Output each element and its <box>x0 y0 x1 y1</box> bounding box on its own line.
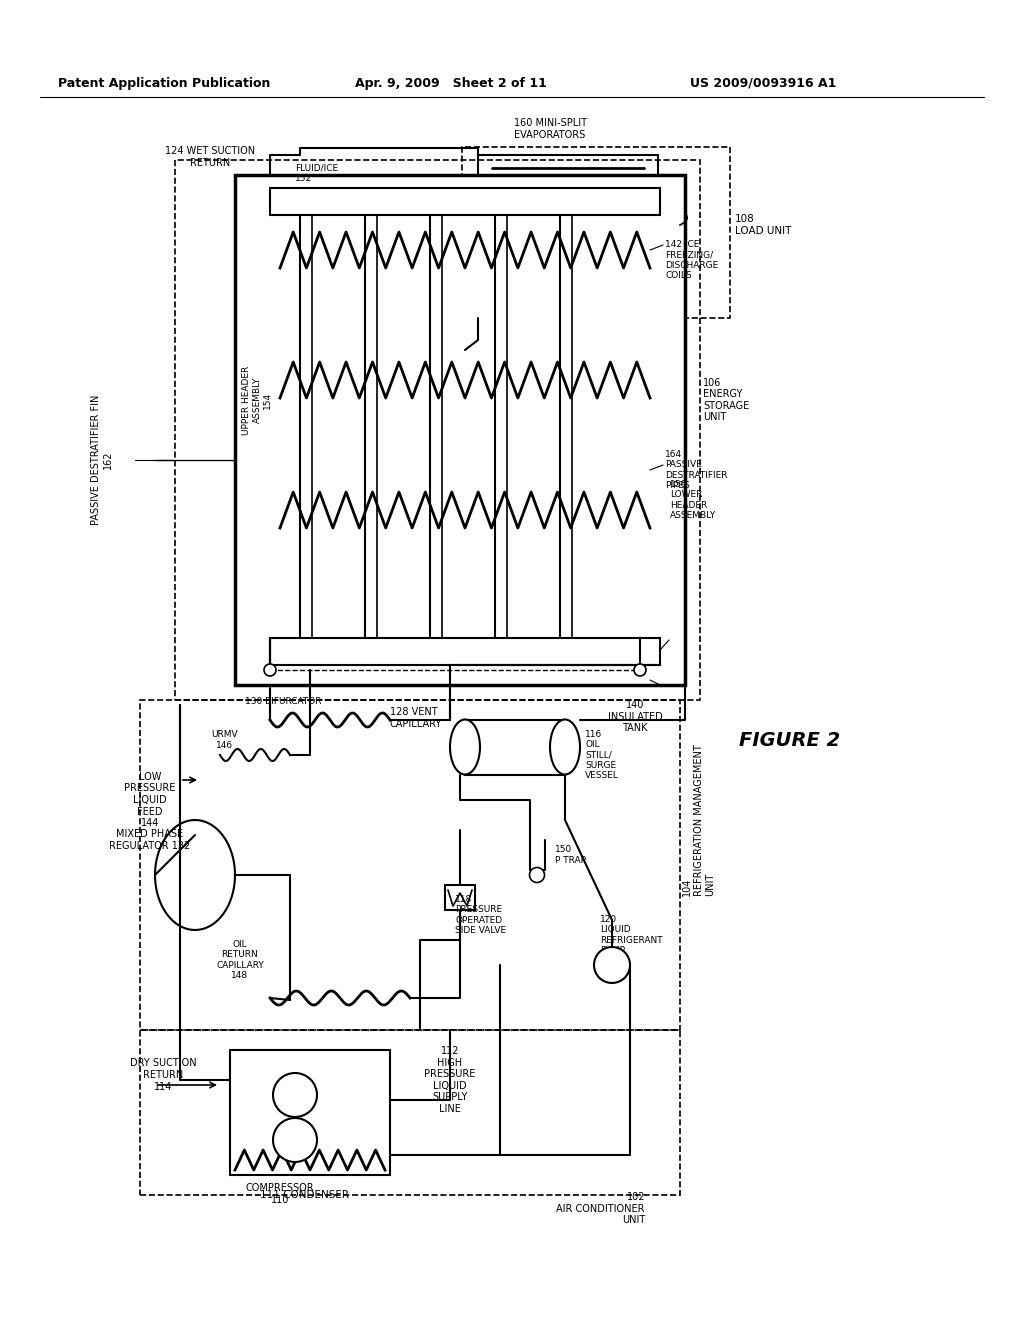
Ellipse shape <box>450 719 480 775</box>
Text: FIGURE 2: FIGURE 2 <box>739 730 841 750</box>
Text: DRY SUCTION
RETURN
114: DRY SUCTION RETURN 114 <box>130 1059 197 1092</box>
Text: 164
PASSIVE
DESTRATIFIER
PIPES: 164 PASSIVE DESTRATIFIER PIPES <box>665 450 727 490</box>
Bar <box>230 1049 390 1175</box>
Text: 160 MINI-SPLIT
EVAPORATORS: 160 MINI-SPLIT EVAPORATORS <box>513 119 587 140</box>
Text: UPPER HEADER
ASSEMBLY
154: UPPER HEADER ASSEMBLY 154 <box>242 366 272 434</box>
Text: 108
LOAD UNIT: 108 LOAD UNIT <box>735 214 792 236</box>
Text: FLUID/ICE
152: FLUID/ICE 152 <box>295 164 338 183</box>
Text: PASSIVE DESTRATIFIER FIN
162: PASSIVE DESTRATIFIER FIN 162 <box>91 395 113 525</box>
Circle shape <box>634 664 646 676</box>
Text: 128 VENT
CAPILLARY: 128 VENT CAPILLARY <box>390 708 442 729</box>
Circle shape <box>264 664 276 676</box>
Text: 140
INSULATED
TANK: 140 INSULATED TANK <box>607 700 663 733</box>
Text: 118
PRESSURE
OPERATED
SIDE VALVE: 118 PRESSURE OPERATED SIDE VALVE <box>455 895 506 935</box>
Bar <box>478 154 658 308</box>
Text: Apr. 9, 2009   Sheet 2 of 11: Apr. 9, 2009 Sheet 2 of 11 <box>355 77 547 90</box>
Text: 116
OIL
STILL/
SURGE
VESSEL: 116 OIL STILL/ SURGE VESSEL <box>585 730 618 780</box>
Text: 150
P TRAP: 150 P TRAP <box>555 845 586 865</box>
Text: 130 BIFURCATOR: 130 BIFURCATOR <box>245 697 322 706</box>
Circle shape <box>273 1073 317 1117</box>
Text: 156
LOWER
HEADER
ASSEMBLY: 156 LOWER HEADER ASSEMBLY <box>670 480 716 520</box>
Bar <box>175 160 700 700</box>
Text: US 2009/0093916 A1: US 2009/0093916 A1 <box>690 77 837 90</box>
Text: 112
HIGH
PRESSURE
LIQUID
SUPPLY
LINE: 112 HIGH PRESSURE LIQUID SUPPLY LINE <box>424 1045 476 1114</box>
Text: 124 WET SUCTION
RETURN: 124 WET SUCTION RETURN <box>165 147 255 168</box>
Text: 120
LIQUID
REFRIGERANT
PUMP: 120 LIQUID REFRIGERANT PUMP <box>600 915 663 956</box>
Bar <box>270 187 660 215</box>
Text: 106
ENERGY
STORAGE
UNIT: 106 ENERGY STORAGE UNIT <box>703 378 750 422</box>
Bar <box>234 176 685 685</box>
Ellipse shape <box>529 867 545 883</box>
Text: URMV
146: URMV 146 <box>212 730 239 750</box>
Text: COMPRESSOR
110: COMPRESSOR 110 <box>246 1183 314 1205</box>
Text: 142 ICE
FREEZING/
DISCHARGE
COILS: 142 ICE FREEZING/ DISCHARGE COILS <box>665 240 718 280</box>
Bar <box>140 700 680 1030</box>
Text: Patent Application Publication: Patent Application Publication <box>58 77 270 90</box>
Text: LOW
PRESSURE
LIQUID
FEED
144: LOW PRESSURE LIQUID FEED 144 <box>124 772 176 828</box>
Bar <box>465 719 565 775</box>
Text: MIXED PHASE
REGULATOR 132: MIXED PHASE REGULATOR 132 <box>110 829 190 851</box>
Circle shape <box>594 946 630 983</box>
Bar <box>462 147 730 318</box>
Bar <box>270 638 660 665</box>
Text: 111 CONDENSER: 111 CONDENSER <box>260 1191 349 1200</box>
Ellipse shape <box>550 719 580 775</box>
Bar <box>445 884 475 909</box>
Text: 102
AIR CONDITIONER
UNIT: 102 AIR CONDITIONER UNIT <box>556 1192 645 1225</box>
Text: OIL
RETURN
CAPILLARY
148: OIL RETURN CAPILLARY 148 <box>216 940 264 979</box>
Bar <box>140 1030 680 1195</box>
Text: 104
REFRIGERATION MANAGEMENT
UNIT: 104 REFRIGERATION MANAGEMENT UNIT <box>682 744 715 896</box>
Circle shape <box>273 1118 317 1162</box>
